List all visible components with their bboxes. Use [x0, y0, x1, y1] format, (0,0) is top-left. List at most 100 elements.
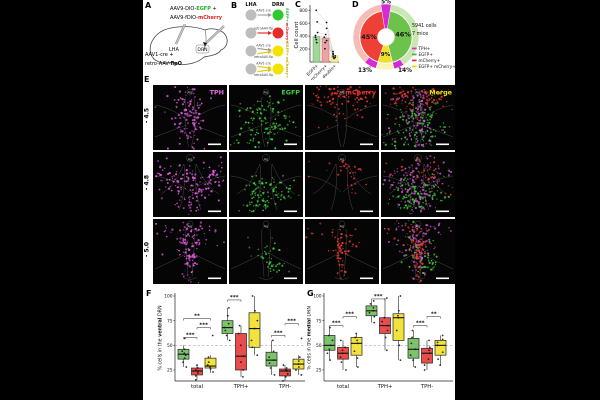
aq-label: Aq	[416, 157, 422, 162]
aq-label: Aq	[340, 90, 346, 95]
population-side-label: EGFP+ mCherry+	[285, 42, 289, 78]
legend-label: TPH+	[418, 46, 431, 51]
boxplot-box	[434, 340, 447, 356]
fluorescence-dots	[382, 170, 450, 215]
arrowhead-drn	[203, 42, 207, 47]
virus-arrow	[257, 69, 270, 73]
legend-label: EGFP+	[419, 52, 434, 57]
panel-f-label: F	[146, 289, 152, 298]
fluorescence-dots	[154, 86, 213, 150]
fluorescence-dots	[247, 236, 290, 273]
boxplot-box	[235, 333, 247, 371]
virus-arrow	[257, 47, 270, 51]
legend-label: mCherry+	[419, 58, 441, 63]
scale-bar	[284, 210, 297, 213]
micro-cell-5.0-EGFP: Aq	[229, 219, 303, 284]
virus-line-2: AAV9-fDIO-mCherry	[170, 15, 223, 22]
x-category-label: TPH-	[420, 384, 433, 390]
brain-schematic: LHA DRN	[149, 24, 228, 65]
legend-swatch	[412, 47, 417, 50]
svg-text:DRN: DRN	[272, 2, 284, 8]
significance-stars: **	[431, 312, 437, 318]
scale-bar	[284, 277, 297, 280]
svg-text:13%: 13%	[358, 68, 372, 74]
fluorescence-dots	[155, 221, 225, 284]
drn-box	[195, 44, 210, 54]
significance-stars: ***	[287, 319, 296, 325]
drn-target-cell	[272, 9, 284, 21]
inj2-flpo: flpO	[170, 61, 182, 67]
boxplot-box	[323, 335, 336, 351]
svg-text:100: 100	[313, 294, 322, 300]
virus-arrowhead	[268, 13, 272, 17]
lha-source-cell	[245, 9, 257, 21]
significance-stars: ***	[274, 330, 283, 336]
fluorescence-dots	[396, 220, 438, 275]
virus-arrowhead	[268, 31, 272, 35]
needle-highlight-1	[175, 24, 186, 45]
svg-text:AAV1-cre: AAV1-cre	[256, 9, 271, 13]
virus2-pre: AAV9-fDIO-	[170, 15, 199, 21]
panel-c-label: C	[295, 0, 301, 9]
scale-bar	[436, 277, 449, 280]
needle-highlight-2	[205, 25, 225, 44]
micro-cell-4.5-EGFP: Aq EGFP	[229, 85, 303, 150]
lha-source-cell	[245, 27, 257, 39]
svg-text:50: 50	[167, 343, 173, 349]
fluorescence-dots	[386, 220, 436, 282]
fluorescence-dots	[155, 156, 225, 215]
panel-b-label: B	[231, 1, 238, 10]
aq-label: Aq	[416, 90, 422, 95]
virus2-mcherry: mCherry	[198, 15, 223, 21]
aq-label: Aq	[188, 224, 194, 229]
injection-line-2: retro-AAV-flpO	[145, 61, 182, 68]
aq-label: Aq	[264, 224, 270, 229]
svg-text:46%: 46%	[395, 31, 411, 39]
aq-label: Aq	[264, 90, 270, 95]
population-side-label: mCherry+	[285, 23, 289, 44]
svg-text:600: 600	[299, 21, 307, 27]
svg-text:retroAAV-flp: retroAAV-flp	[254, 73, 273, 77]
significance-stars: **	[194, 314, 200, 320]
virus1-post: +	[210, 6, 217, 12]
anatomy-contours	[230, 154, 302, 211]
channel-header-Merge: Merge	[429, 89, 452, 97]
outer-ring-EGFP+ mCherry+	[375, 61, 395, 71]
boxplot-box	[248, 312, 261, 348]
svg-text:25: 25	[316, 368, 322, 374]
scale-bar	[360, 210, 373, 213]
boxplot-box	[392, 313, 405, 341]
virus1-egfp: EGFP	[196, 6, 211, 12]
svg-text:LHA: LHA	[245, 2, 256, 8]
significance-stars: ***	[332, 321, 341, 327]
panel-g-label: G	[307, 289, 314, 298]
fluorescence-dots	[305, 222, 360, 280]
fluorescence-dots	[383, 219, 452, 283]
legend-swatch	[412, 53, 417, 56]
svg-text:14%: 14%	[398, 68, 412, 74]
svg-text:retroAAV-flp: retroAAV-flp	[254, 27, 273, 31]
svg-text:50: 50	[316, 343, 322, 349]
fluorescence-dots	[310, 85, 375, 129]
svg-text:200: 200	[299, 47, 307, 53]
significance-stars: ***	[374, 294, 383, 300]
micro-cell-4.8-EGFP: Aq	[229, 152, 303, 217]
channel-header-TPH: TPH	[210, 89, 224, 97]
significance-stars: ***	[345, 312, 354, 318]
inner-ring-mCherry+	[359, 10, 387, 63]
micro-cell-4.5-Merge: Aq Merge	[381, 85, 455, 150]
aq-label: Aq	[340, 157, 346, 162]
aq-label: Aq	[340, 224, 346, 229]
lha-label: LHA	[169, 47, 180, 53]
row-label-5-0: - 5.0	[143, 241, 151, 258]
scale-bar	[360, 277, 373, 280]
row-label-4-5: - 4.5	[143, 107, 151, 124]
medial-drn-boxplot: 25 50 75 100% cells in the medial DRN total T…	[307, 293, 453, 390]
x-category-label: total	[337, 384, 349, 390]
aq-label: Aq	[188, 90, 194, 95]
injection-line-1: AAV1-cre +	[145, 52, 174, 58]
fluorescence-dots	[238, 174, 300, 213]
svg-text:800: 800	[299, 8, 307, 14]
svg-text:7 mice: 7 mice	[412, 31, 428, 37]
